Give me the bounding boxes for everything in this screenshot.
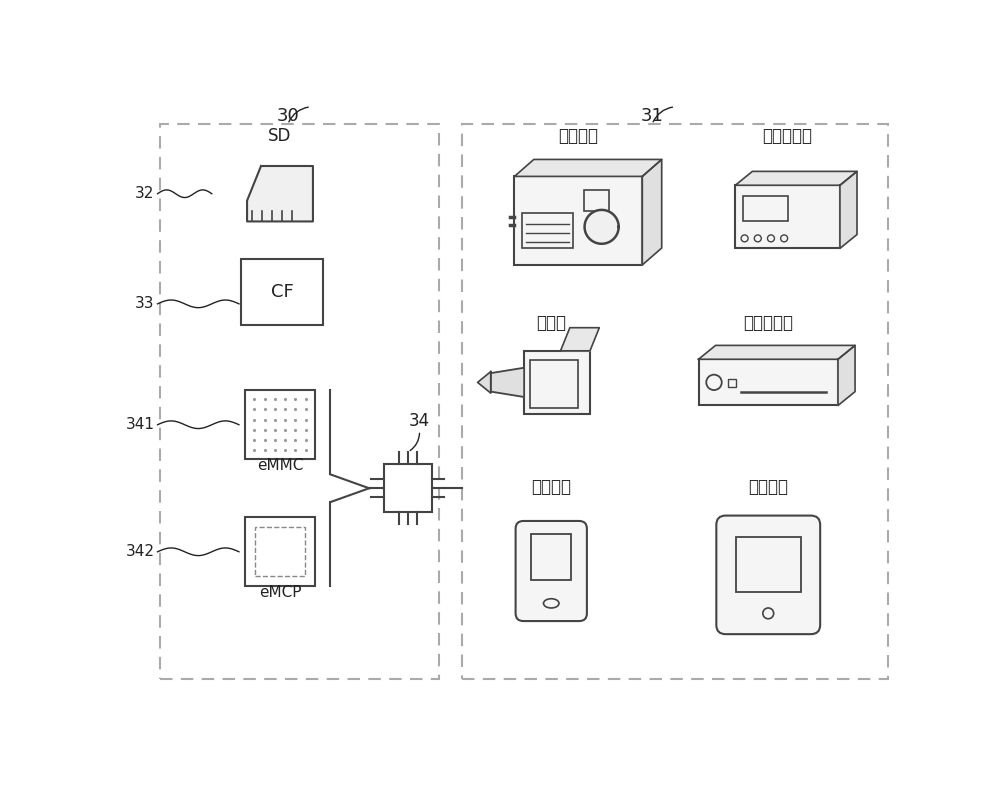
Text: 数字相机: 数字相机 [558,127,598,145]
Text: 平板电脑: 平板电脑 [748,478,788,496]
Bar [245,517,315,586]
Polygon shape [698,346,855,359]
Bar [743,196,788,220]
Text: 通信装置: 通信装置 [531,478,571,496]
Polygon shape [478,372,491,393]
Text: 32: 32 [135,186,154,201]
Polygon shape [514,159,662,176]
Bar [584,190,609,212]
Bar [255,527,305,577]
Polygon shape [838,346,855,405]
Text: 31: 31 [641,107,663,125]
Bar [522,213,573,247]
Polygon shape [840,171,857,248]
Bar [736,537,801,592]
Text: 摄影机: 摄影机 [536,314,566,332]
Bar [530,360,578,408]
Text: CF: CF [271,283,293,301]
Text: 33: 33 [135,297,154,312]
Polygon shape [491,368,524,397]
Polygon shape [585,210,619,243]
Bar [728,379,736,387]
Polygon shape [642,159,662,265]
Text: eMCP: eMCP [259,585,301,600]
Text: SD: SD [268,127,292,145]
Bar [524,351,590,414]
FancyBboxPatch shape [516,521,587,621]
Text: 341: 341 [125,417,154,432]
Bar [245,390,315,459]
Text: 音频播放器: 音频播放器 [763,127,813,145]
Polygon shape [561,328,599,351]
Bar [384,465,432,512]
Text: 30: 30 [276,107,299,125]
Bar [462,125,888,679]
Bar [160,125,439,679]
FancyBboxPatch shape [716,515,820,634]
Bar [698,359,838,405]
Text: 视频播放器: 视频播放器 [743,314,793,332]
Text: eMMC: eMMC [257,458,303,473]
Bar [241,259,323,324]
Bar [735,186,840,248]
Text: 342: 342 [125,544,154,559]
Text: 34: 34 [409,412,430,430]
Bar [531,534,571,580]
Bar [514,176,642,265]
Polygon shape [735,171,857,186]
Polygon shape [247,166,313,221]
